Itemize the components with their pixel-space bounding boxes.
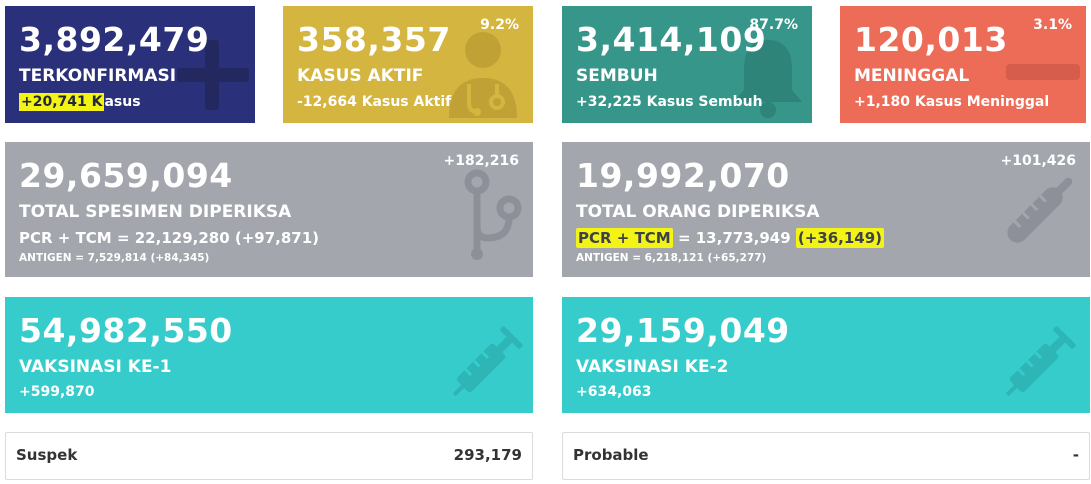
confirmed-value: 3,892,479 xyxy=(19,20,210,59)
recovered-title: SEMBUH xyxy=(576,66,658,86)
vaccine2-delta: +634,063 xyxy=(576,384,652,400)
suspect-label: Suspek xyxy=(16,446,78,464)
deaths-title: MENINGGAL xyxy=(854,66,970,86)
deaths-delta: +1,180 Kasus Meninggal xyxy=(854,94,1050,110)
minus-icon xyxy=(1006,64,1080,80)
vaccine2-value: 29,159,049 xyxy=(576,311,790,350)
people-value: 19,992,070 xyxy=(576,156,790,195)
people-pcr-label: PCR + TCM xyxy=(576,228,673,248)
bell-icon xyxy=(734,40,802,118)
recovered-card: 87.7% 3,414,109 SEMBUH +32,225 Kasus Sem… xyxy=(562,6,812,123)
people-antigen: ANTIGEN = 6,218,121 (+65,277) xyxy=(576,252,767,264)
people-delta: +101,426 xyxy=(1000,153,1077,169)
syringe-icon xyxy=(1005,326,1076,397)
confirmed-title: TERKONFIRMASI xyxy=(19,66,177,86)
active-card: 9.2% 358,357 KASUS AKTIF -12,664 Kasus A… xyxy=(283,6,533,123)
active-title: KASUS AKTIF xyxy=(297,66,424,86)
deaths-card: 3.1% 120,013 MENINGGAL +1,180 Kasus Meni… xyxy=(840,6,1086,123)
suspect-row: Suspek 293,179 xyxy=(5,432,533,480)
probable-label: Probable xyxy=(573,446,649,464)
vaccine1-value: 54,982,550 xyxy=(19,311,233,350)
vaccine1-delta: +599,870 xyxy=(19,384,95,400)
deaths-percent: 3.1% xyxy=(1033,17,1072,33)
specimens-card: +182,216 29,659,094 TOTAL SPESIMEN DIPER… xyxy=(5,142,533,277)
specimens-antigen: ANTIGEN = 7,529,814 (+84,345) xyxy=(19,252,210,264)
vaccine1-card: 54,982,550 VAKSINASI KE-1 +599,870 xyxy=(5,297,533,413)
recovered-delta: +32,225 Kasus Sembuh xyxy=(576,94,763,110)
people-pcr: PCR + TCM = 13,773,949 (+36,149) xyxy=(576,228,885,248)
probable-value: - xyxy=(1072,446,1079,464)
specimens-value: 29,659,094 xyxy=(19,156,233,195)
stethoscope-icon xyxy=(464,169,522,260)
deaths-value: 120,013 xyxy=(854,20,1008,59)
active-delta: -12,664 Kasus Aktif xyxy=(297,94,452,110)
specimens-pcr: PCR + TCM = 22,129,280 (+97,871) xyxy=(19,229,320,247)
confirmed-delta-rest: asus xyxy=(104,94,141,110)
vaccine1-title: VAKSINASI KE-1 xyxy=(19,357,172,377)
vaccine2-card: 29,159,049 VAKSINASI KE-2 +634,063 xyxy=(562,297,1090,413)
syringe-icon xyxy=(452,326,523,397)
people-pcr-mid: = 13,773,949 xyxy=(672,229,796,247)
suspect-value: 293,179 xyxy=(453,446,522,464)
people-pcr-delta: (+36,149) xyxy=(795,228,885,248)
people-card: +101,426 19,992,070 TOTAL ORANG DIPERIKS… xyxy=(562,142,1090,277)
vaccine2-title: VAKSINASI KE-2 xyxy=(576,357,729,377)
active-value: 358,357 xyxy=(297,20,451,59)
active-percent: 9.2% xyxy=(480,17,519,33)
plus-icon xyxy=(177,40,249,110)
confirmed-delta-highlight: +20,741 K xyxy=(19,93,105,111)
recovered-value: 3,414,109 xyxy=(576,20,767,59)
specimens-delta: +182,216 xyxy=(443,153,520,169)
probable-row: Probable - xyxy=(562,432,1090,480)
doctor-icon xyxy=(449,32,517,118)
thermometer-icon xyxy=(1007,177,1073,243)
people-title: TOTAL ORANG DIPERIKSA xyxy=(576,202,820,222)
specimens-title: TOTAL SPESIMEN DIPERIKSA xyxy=(19,202,292,222)
recovered-percent: 87.7% xyxy=(749,17,798,33)
